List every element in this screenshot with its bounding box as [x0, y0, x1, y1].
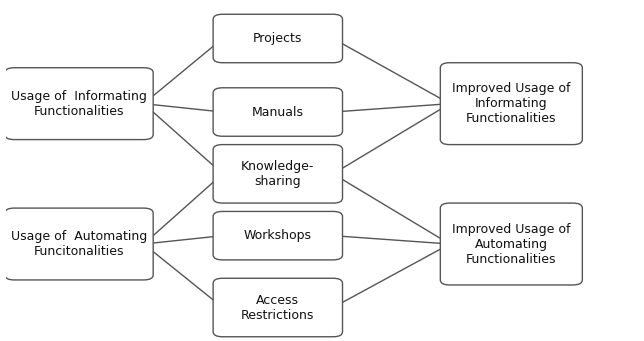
Text: Improved Usage of
Informating
Functionalities: Improved Usage of Informating Functional… [452, 82, 571, 125]
FancyBboxPatch shape [213, 278, 343, 337]
Text: Access
Restrictions: Access Restrictions [241, 294, 314, 322]
FancyBboxPatch shape [213, 211, 343, 260]
FancyBboxPatch shape [440, 63, 582, 145]
Text: Usage of  Automating
Funcitonalities: Usage of Automating Funcitonalities [11, 230, 147, 258]
Text: Knowledge-
sharing: Knowledge- sharing [241, 160, 314, 188]
Text: Usage of  Informating
Functionalities: Usage of Informating Functionalities [11, 90, 147, 118]
Text: Improved Usage of
Automating
Functionalities: Improved Usage of Automating Functionali… [452, 223, 571, 266]
Text: Projects: Projects [253, 32, 303, 45]
FancyBboxPatch shape [5, 208, 153, 280]
Text: Manuals: Manuals [252, 105, 304, 119]
FancyBboxPatch shape [213, 88, 343, 136]
FancyBboxPatch shape [213, 14, 343, 63]
FancyBboxPatch shape [5, 68, 153, 139]
FancyBboxPatch shape [440, 203, 582, 285]
FancyBboxPatch shape [213, 145, 343, 203]
Text: Workshops: Workshops [244, 229, 312, 242]
